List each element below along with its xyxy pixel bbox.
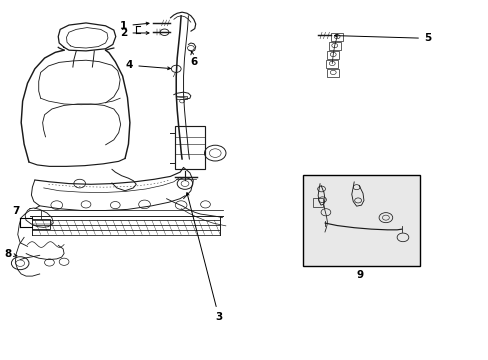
- Bar: [175, 126, 204, 169]
- Bar: [330, 33, 342, 41]
- Text: 5: 5: [334, 33, 430, 43]
- Text: 6: 6: [190, 51, 197, 67]
- Bar: [303, 175, 419, 266]
- Bar: [176, 96, 186, 99]
- Bar: [328, 42, 340, 50]
- Bar: [327, 69, 338, 77]
- Text: 4: 4: [126, 60, 170, 70]
- Text: 7: 7: [12, 206, 19, 216]
- Text: 2: 2: [120, 28, 149, 38]
- Bar: [32, 219, 50, 229]
- Text: 9: 9: [356, 270, 364, 280]
- Bar: [327, 51, 338, 59]
- Text: 1: 1: [120, 21, 149, 31]
- Bar: [312, 198, 322, 207]
- Bar: [326, 60, 337, 68]
- Text: 3: 3: [186, 193, 222, 322]
- Text: 8: 8: [4, 248, 17, 258]
